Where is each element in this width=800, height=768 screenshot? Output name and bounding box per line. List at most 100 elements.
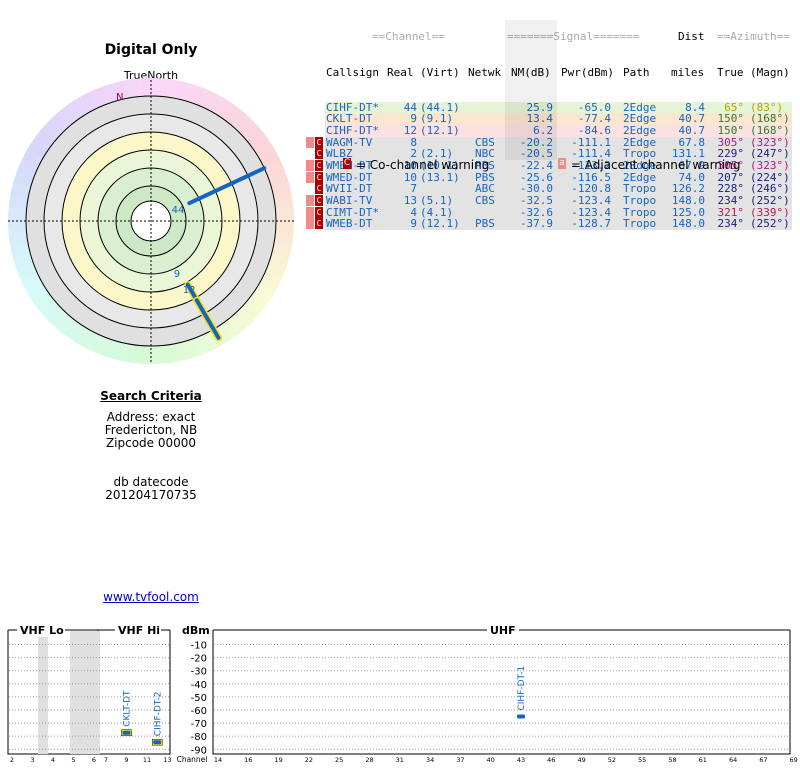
co-channel-flag-icon: C bbox=[315, 160, 323, 172]
station-ray[interactable] bbox=[187, 166, 267, 206]
table-row[interactable]: CIHF-DT* 44 (44.1) 25.9 -65.0 2Edge 8.4 65° (83°… bbox=[325, 100, 792, 114]
table-row[interactable]: WMED-DT 10 (13.1) PBS -25.6 -116.5 2Edge 74.0 20… bbox=[306, 170, 792, 184]
station-ray-label: 12 bbox=[183, 285, 196, 296]
cell-nm: 13.4 bbox=[526, 112, 554, 126]
co-channel-flag-icon: C bbox=[315, 148, 323, 160]
cell-netwk: ABC bbox=[475, 182, 495, 196]
cell-netwk: PBS bbox=[475, 170, 495, 184]
table-row[interactable]: WAGM-TV 8 CBS -20.2 -111.1 2Edge 67.8 305° (323°… bbox=[306, 135, 792, 149]
db-datecode-value: 201204170735 bbox=[105, 488, 197, 502]
cell-true: 305° bbox=[717, 135, 745, 149]
channel-tick: 55 bbox=[638, 756, 646, 764]
dbm-tick: -60 bbox=[191, 706, 207, 717]
cell-pwr: -111.1 bbox=[571, 135, 611, 149]
channel-tick: 16 bbox=[244, 756, 252, 764]
table-row[interactable]: WLBZ 2 (2.1) NBC -20.5 -111.4 Tropo 131.1 229° (2… bbox=[315, 147, 792, 161]
channel-tick: 9 bbox=[124, 756, 128, 764]
warning-flags: C bbox=[306, 171, 324, 183]
spectrum-section-vhf-hi: VHF Hi bbox=[118, 624, 160, 637]
dbm-tick: -70 bbox=[191, 719, 207, 730]
dbm-tick: -30 bbox=[191, 667, 207, 678]
cell-pwr: -65.0 bbox=[577, 100, 611, 114]
cell-netwk: PBS bbox=[475, 159, 495, 173]
cell-callsign: WAGM-TV bbox=[326, 135, 373, 149]
cell-magn: (323°) bbox=[750, 135, 790, 149]
radar-rings bbox=[8, 78, 296, 364]
spectrum-section-uhf: UHF bbox=[490, 624, 516, 637]
col-miles: miles bbox=[671, 65, 705, 79]
cell-pwr: -84.6 bbox=[577, 123, 611, 137]
dist-group-header: Dist bbox=[678, 30, 705, 44]
adjacent-channel-flag-icon bbox=[306, 136, 314, 148]
cell-magn: (247°) bbox=[750, 147, 790, 161]
page-title: Digital Only bbox=[104, 42, 198, 58]
channel-tick: 49 bbox=[577, 756, 585, 764]
cell-real: 2 bbox=[410, 147, 417, 161]
cell-nm: -32.6 bbox=[519, 205, 553, 219]
channel-axis-label: Channel bbox=[177, 755, 208, 764]
cell-magn: (168°) bbox=[750, 112, 790, 126]
channel-tick: 5 bbox=[71, 756, 75, 764]
channel-tick: 46 bbox=[547, 756, 555, 764]
cell-pwr: -123.4 bbox=[571, 205, 611, 219]
adjacent-channel-flag-icon bbox=[306, 171, 314, 183]
cell-dist: 8.4 bbox=[685, 100, 705, 114]
table-row[interactable]: CIHF-DT* 12 (12.1) 6.2 -84.6 2Edge 40.7 150° (16… bbox=[325, 125, 792, 137]
spectrum-station-marker[interactable] bbox=[122, 730, 131, 735]
warning-flags: C bbox=[306, 136, 324, 148]
city-line: Fredericton, NB bbox=[104, 423, 198, 437]
col-true: True bbox=[717, 65, 744, 79]
dbm-tick: -90 bbox=[191, 745, 207, 756]
table-row[interactable]: CKLT-DT 9 (9.1) 13.4 -77.4 2Edge 40.7 150° (168°… bbox=[325, 113, 792, 125]
channel-tick: 3 bbox=[30, 756, 34, 764]
co-channel-flag-icon: C bbox=[315, 195, 323, 207]
adjacent-channel-flag-icon bbox=[306, 206, 314, 218]
spectrum-section-vhf-lo: VHF Lo bbox=[20, 624, 64, 637]
cell-dist: 125.0 bbox=[671, 205, 705, 219]
cell-callsign: WLBZ bbox=[326, 147, 353, 161]
table-row[interactable]: CIMT-DT* 4 (4.1) -32.6 -123.4 Tropo 125.0 321° (… bbox=[306, 205, 792, 219]
co-channel-flag-icon: C bbox=[315, 171, 323, 183]
channel-tick: 31 bbox=[396, 756, 404, 764]
warning-flags: C bbox=[315, 183, 324, 195]
col-callsign: Callsign bbox=[326, 65, 379, 79]
cell-callsign: CIMT-DT* bbox=[326, 205, 379, 219]
table-row[interactable]: WMEB-DT 9 (12.1) PBS -37.9 -128.7 Tropo 148.0 23… bbox=[306, 217, 792, 231]
adjacent-channel-flag-icon bbox=[306, 218, 314, 230]
cell-path: 2Edge bbox=[623, 112, 657, 126]
cell-virt: (9.1) bbox=[420, 112, 454, 126]
warning-flags: C bbox=[306, 206, 324, 218]
cell-true: 234° bbox=[717, 217, 745, 231]
table-row[interactable]: WVII-DT 7 ABC -30.0 -120.8 Tropo 126.2 228° (246… bbox=[315, 182, 792, 196]
station-ray[interactable] bbox=[194, 298, 221, 340]
cell-virt: (12.1) bbox=[420, 217, 460, 231]
address-line: Address: exact bbox=[106, 410, 196, 424]
tvfool-link[interactable]: www.tvfool.com bbox=[103, 590, 199, 604]
channel-tick: 25 bbox=[335, 756, 343, 764]
cell-path: 2Edge bbox=[623, 100, 657, 114]
cell-magn: (168°) bbox=[750, 123, 790, 137]
cell-pwr: -77.4 bbox=[577, 112, 611, 126]
table-row[interactable]: WABI-TV 13 (5.1) CBS -32.5 -123.4 Tropo 148.0 23… bbox=[306, 194, 792, 208]
cell-path: Tropo bbox=[623, 205, 657, 219]
cell-true: 305° bbox=[717, 159, 745, 173]
cell-dist: 40.7 bbox=[678, 112, 706, 126]
cell-true: 150° bbox=[717, 112, 745, 126]
col-nm: NM(dB) bbox=[511, 65, 551, 79]
cell-netwk: CBS bbox=[475, 135, 495, 149]
cell-real: 4 bbox=[410, 205, 417, 219]
cell-real: 9 bbox=[410, 112, 417, 126]
cell-dist: 40.7 bbox=[678, 123, 706, 137]
cell-dist: 67.9 bbox=[678, 159, 706, 173]
channel-tick: 67 bbox=[759, 756, 767, 764]
cell-pwr: -123.4 bbox=[571, 194, 611, 208]
spectrum-station-marker[interactable] bbox=[517, 714, 525, 719]
cell-true: 65° bbox=[724, 100, 744, 114]
col-virt: (Virt) bbox=[420, 65, 460, 79]
channel-tick: 13 bbox=[163, 756, 171, 764]
cell-nm: -22.4 bbox=[519, 159, 553, 173]
cell-callsign: CKLT-DT bbox=[326, 112, 373, 126]
channel-tick: 43 bbox=[517, 756, 525, 764]
cell-nm: 6.2 bbox=[533, 123, 553, 137]
spectrum-station-marker[interactable] bbox=[153, 740, 162, 745]
